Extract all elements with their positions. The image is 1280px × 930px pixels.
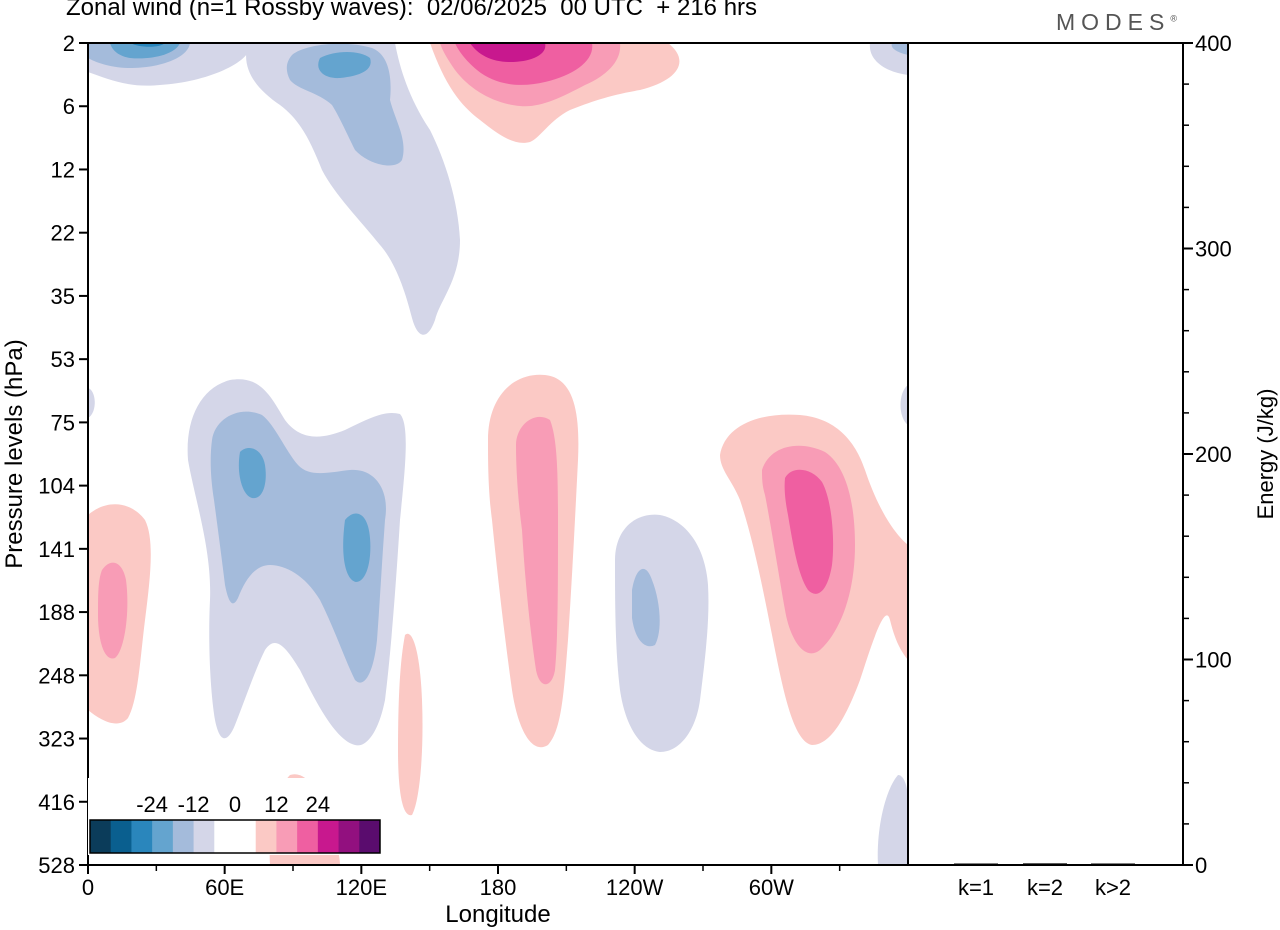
x-tick-label: 60E: [205, 875, 244, 900]
y-tick-label: 248: [38, 663, 75, 688]
y-tick-label: 188: [38, 600, 75, 625]
pos-region-thin-tongue: [398, 633, 423, 816]
pos-region-left-core: [98, 562, 128, 659]
neg-region-left-edge-75: [88, 388, 95, 418]
x-axis-label: Longitude: [445, 901, 550, 928]
energy-bar: [1023, 863, 1067, 865]
x-tick-label: 120W: [606, 875, 664, 900]
colorbar-tick-label: 0: [229, 792, 241, 817]
energy-tick-label: 100: [1195, 648, 1232, 673]
energy-bars: k=1 k=2 k>2: [954, 863, 1135, 900]
neg-region-top-left-core: [110, 43, 180, 59]
y-tick-label: 141: [38, 537, 75, 562]
colorbar-swatch: [131, 820, 153, 853]
x-tick-label: 180: [480, 875, 517, 900]
neg-region-right-core: [632, 568, 660, 647]
brand-logo: MODES®: [1056, 9, 1177, 36]
y-tick-label: 35: [51, 284, 75, 309]
y-tick-label: 12: [51, 157, 75, 182]
neg-region-upper-tongue-core: [318, 52, 371, 79]
neg-region-bottom-right: [877, 775, 908, 865]
energy-bar: [1091, 863, 1135, 865]
colorbar-swatch: [152, 820, 174, 853]
pos-region-top-core: [470, 43, 546, 62]
y-tick-label: 416: [38, 790, 75, 815]
y-tick-label: 22: [51, 221, 75, 246]
colorbar-tick-label: -24: [136, 792, 168, 817]
y-tick-label: 6: [63, 94, 75, 119]
bar-category-label: k=1: [958, 875, 994, 900]
y-tick-label: 75: [51, 410, 75, 435]
y-tick-label: 53: [51, 347, 75, 372]
y-axis: 2 6 12 22 35 53 75 104 141 188 248 323 416 528: [38, 31, 88, 878]
colorbar-frame: [89, 819, 381, 854]
neg-region-right-outer: [615, 514, 709, 752]
colorbar-tick-label: 12: [264, 792, 288, 817]
energy-tick-label: 300: [1195, 237, 1232, 262]
neg-region-top-right-edge-core: [891, 43, 908, 55]
neg-region-mid-core-b: [343, 513, 371, 582]
y-tick-label: 104: [38, 474, 75, 499]
colorbar-tick-label: -12: [178, 792, 210, 817]
colorbar-swatch: [110, 820, 132, 853]
colorbar-swatch: [359, 820, 381, 853]
y-tick-label: 323: [38, 727, 75, 752]
colorbar-swatch: [235, 820, 257, 853]
energy-axis: 0 100 200 300 400: [1183, 31, 1232, 878]
x-tick-label: 60W: [749, 875, 794, 900]
contour-fills: [88, 43, 908, 865]
y-tick-label: 528: [38, 853, 75, 878]
x-axis: 0 60E 120E 180 120W 60W: [82, 865, 841, 900]
colorbar-swatch: [317, 820, 340, 853]
chart-title: Zonal wind (n=1 Rossby waves): 02/06/202…: [66, 0, 758, 21]
energy-axis-label: Energy (J/kg): [1253, 389, 1278, 520]
colorbar-swatch: [172, 820, 195, 853]
energy-tick-label: 400: [1195, 31, 1232, 56]
energy-bar: [954, 863, 998, 865]
colorbar-swatch: [214, 820, 236, 853]
bar-category-label: k>2: [1095, 875, 1131, 900]
colorbar-swatch: [297, 820, 319, 853]
bar-category-label: k=2: [1027, 875, 1063, 900]
pos-region-right-inner: [784, 469, 834, 594]
colorbar-swatch: [90, 820, 112, 853]
energy-tick-label: 200: [1195, 442, 1232, 467]
brand-name: MODES: [1056, 9, 1171, 35]
x-tick-label: 0: [82, 875, 94, 900]
pos-region-center-mid: [516, 416, 558, 685]
neg-region-mid-core-a: [238, 448, 266, 499]
x-tick-label: 120E: [336, 875, 387, 900]
colorbar-swatch: [276, 820, 298, 853]
energy-tick-label: 0: [1195, 853, 1207, 878]
colorbar-tick-label: 24: [306, 792, 330, 817]
neg-region-upper-tongue-mid: [286, 43, 404, 166]
y-axis-label: Pressure levels (hPa): [1, 339, 28, 568]
colorbar: -24 -12 0 12 24: [88, 778, 382, 855]
neg-region-upper-tongue-outer: [246, 43, 460, 335]
registered-mark: ®: [1170, 13, 1177, 24]
y-tick-label: 2: [63, 31, 75, 56]
colorbar-swatch: [193, 820, 215, 853]
colorbar-swatch: [338, 820, 360, 853]
bar-plot-frame: [907, 42, 1184, 866]
neg-region-right-edge-75: [900, 385, 908, 425]
colorbar-swatch: [255, 820, 277, 853]
